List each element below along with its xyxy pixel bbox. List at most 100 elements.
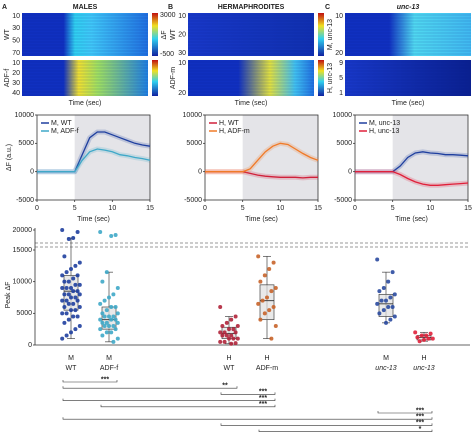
x-tick-label: 5 [73,205,77,212]
significance-bracket [377,411,433,414]
heatmap-tick-label: 30 [12,25,20,32]
data-point [379,298,384,303]
legend-label: M, WT [51,120,72,127]
series-line [355,171,469,186]
heatmap-tick-label: 1 [339,90,343,97]
series-line [37,148,151,173]
data-point [256,254,261,259]
heatmap [188,13,314,56]
heatmap-tick-label: 20 [178,90,186,97]
data-point [64,270,69,275]
data-point [111,339,116,344]
data-point [62,279,67,284]
data-point [107,295,111,300]
data-point [428,331,433,336]
data-point [375,257,380,262]
y-axis-label: ΔF (a.u.) [6,144,13,171]
significance-bracket [62,386,238,389]
data-point [417,339,422,344]
data-point [102,324,107,328]
data-point [62,320,67,325]
heatmap-tick-label: 5 [339,75,343,82]
heatmap [22,60,148,96]
box [63,274,79,311]
colorbar [152,13,158,56]
data-point [113,305,118,309]
heatmap-tick-label: 10 [12,13,20,20]
data-point [415,335,420,340]
data-point [233,341,238,346]
significance-bracket [220,392,276,395]
data-point [256,301,261,306]
heatmap-x-label: Time (sec) [235,100,268,107]
data-point [384,298,388,303]
data-point [258,317,263,322]
data-point [77,292,82,297]
heatmap-tick-label: 30 [12,80,20,87]
data-point [66,317,71,322]
group-sex-label: H [226,355,231,362]
group-genotype-label: WT [66,365,78,372]
data-point [98,327,103,332]
heatmap-tick-label: 20 [178,31,186,38]
data-point [235,336,240,341]
data-point [73,327,78,332]
data-point [220,333,225,338]
x-axis-label: Time (sec) [77,216,110,223]
data-point [381,286,386,290]
data-point [258,279,263,284]
data-point [62,305,67,309]
heatmap-tick-label: 10 [335,13,343,20]
data-point [218,330,223,335]
data-point [271,260,276,265]
legend-label: M, ADF-f [51,128,79,135]
group-sex-label: H [264,355,269,362]
group-sex-label: M [68,355,74,362]
data-point [71,314,76,319]
data-point [267,308,272,313]
legend-label: H, ADF-m [219,128,250,135]
data-point [430,336,435,341]
data-point [115,320,120,325]
significance-label: *** [416,420,424,427]
significance-bracket [62,398,276,401]
significance-label: *** [259,401,267,408]
x-axis-label: Time (sec) [245,216,278,223]
heatmap [22,13,148,56]
data-point [104,270,109,275]
data-point [115,311,120,316]
colorbar-min: -500 [160,51,174,58]
data-point [64,333,69,338]
group-genotype-label: unc-13 [413,365,435,372]
data-point [113,327,118,332]
colorbar [318,60,324,96]
x-tick-label: 0 [203,205,207,212]
panel-letter: A [2,4,7,11]
heatmap-tick-label: 9 [339,60,343,67]
x-axis-label: Time (sec) [395,216,428,223]
data-point [375,301,380,306]
y-tick-label: 0 [30,169,34,176]
group-sex-label: H [421,355,426,362]
heatmap-tick-label: 20 [335,50,343,57]
stimulus-shade [242,115,318,200]
significance-bracket [62,417,433,420]
data-point [384,320,388,325]
plot-frame [354,114,469,201]
y-tick-label: 5000 [336,140,352,147]
panel-letter: C [325,4,330,11]
data-point [111,292,116,297]
data-point [419,333,424,338]
data-point [426,336,431,341]
heatmap-label: ADF-m [170,67,177,89]
y-tick-label: 20000 [13,227,33,234]
data-point [71,236,76,240]
panel-title: unc-13 [397,4,420,11]
data-point [104,320,109,325]
data-point [71,289,76,294]
data-point [271,305,276,309]
data-point [109,330,114,335]
data-point [60,311,65,316]
data-point [224,333,229,338]
x-tick-label: 5 [241,205,245,212]
